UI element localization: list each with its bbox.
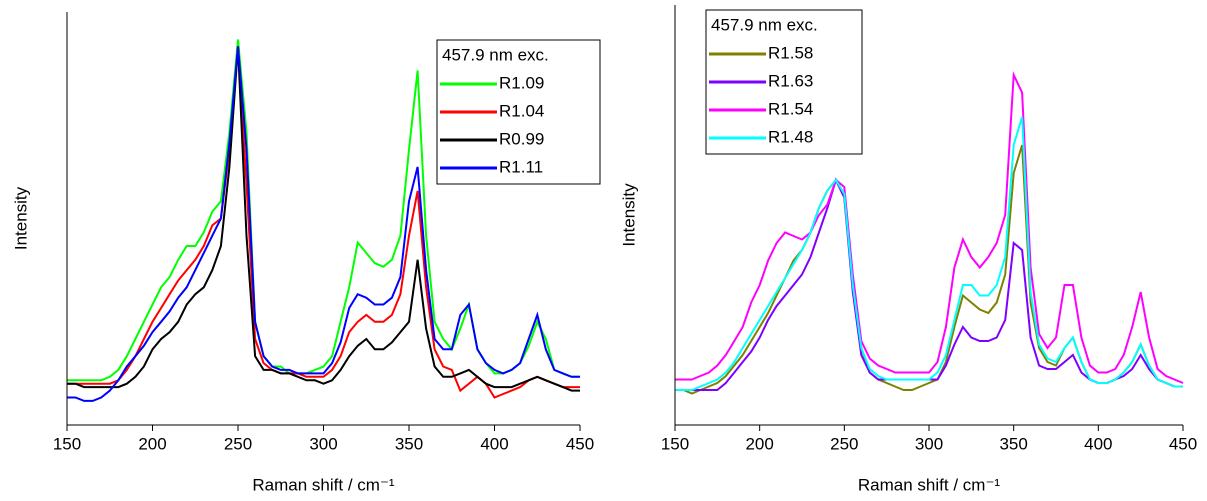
legend-label: R1.48 xyxy=(768,127,813,146)
x-tick-label: 250 xyxy=(830,434,858,453)
panel: 150 200 250 300 350 400 450 Raman shift / cm⁻¹ I… xyxy=(11,12,601,494)
series-line xyxy=(675,71,1184,384)
x-tick-label: 400 xyxy=(1084,434,1112,453)
x-tick-label: 350 xyxy=(395,434,423,453)
series-line xyxy=(67,46,580,392)
legend-label: R1.09 xyxy=(499,73,544,92)
legend-title: 457.9 nm exc. xyxy=(442,45,549,64)
series-line xyxy=(675,144,1183,395)
series-line xyxy=(675,177,1183,391)
series-line xyxy=(67,39,580,382)
x-axis-label: Raman shift / cm⁻¹ xyxy=(252,475,395,494)
series-line xyxy=(675,116,1183,391)
x-tick-label: 200 xyxy=(138,434,166,453)
x-tick-label: 450 xyxy=(566,434,594,453)
panel: 150 200 250 300 350 400 450 Raman shift / cm⁻¹ I… xyxy=(619,5,1197,494)
legend-label: R0.99 xyxy=(499,129,544,148)
x-tick-label: 200 xyxy=(745,434,773,453)
x-tick-label: 150 xyxy=(661,434,689,453)
legend-label: R1.11 xyxy=(499,157,543,176)
legend-label: R1.04 xyxy=(499,101,544,120)
legend-title: 457.9 nm exc. xyxy=(711,15,818,34)
series-line xyxy=(67,46,580,399)
x-tick-label: 250 xyxy=(224,434,252,453)
x-tick-label: 300 xyxy=(309,434,337,453)
series-line xyxy=(67,46,580,402)
legend-label: R1.58 xyxy=(768,43,813,62)
x-tick-label: 150 xyxy=(53,434,81,453)
x-axis-label: Raman shift / cm⁻¹ xyxy=(858,475,1001,494)
x-tick-label: 450 xyxy=(1169,434,1197,453)
x-tick-label: 350 xyxy=(999,434,1027,453)
x-tick-label: 400 xyxy=(480,434,508,453)
y-axis-label: Intensity xyxy=(619,183,638,247)
x-tick-label: 300 xyxy=(915,434,943,453)
y-axis-label: Intensity xyxy=(11,186,30,250)
legend-label: R1.54 xyxy=(768,99,813,118)
legend-label: R1.63 xyxy=(768,71,813,90)
